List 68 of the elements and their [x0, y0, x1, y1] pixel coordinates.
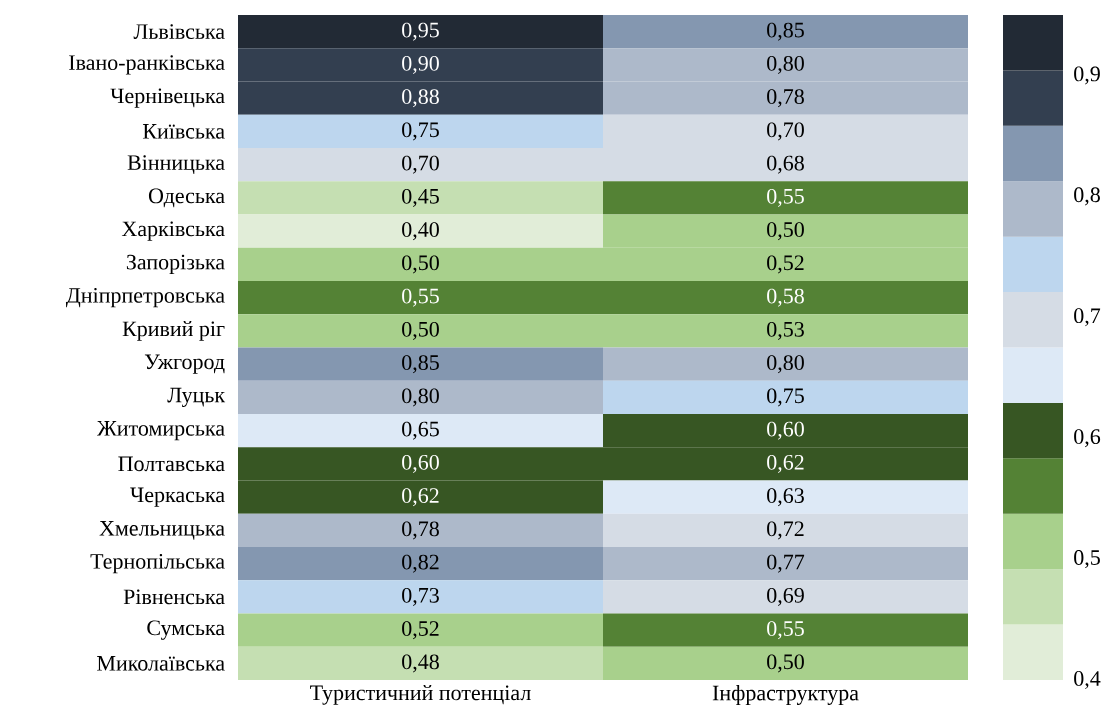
color-bar-label: 0,7 — [1074, 308, 1101, 327]
y-tick-label: Рівненська — [123, 589, 225, 605]
y-tick-label: Тернопільська — [90, 554, 225, 574]
data-label: 0,70 — [402, 155, 439, 174]
data-label: 0,50 — [402, 321, 439, 340]
data-label: 0,60 — [767, 421, 804, 440]
x-tick-label: Туристичний потенціал — [310, 684, 531, 705]
data-label: 0,63 — [767, 488, 804, 507]
data-label: 0,75 — [767, 388, 804, 407]
data-label: 0,95 — [402, 22, 439, 41]
data-label: 0,52 — [402, 621, 439, 640]
data-label: 0,69 — [767, 587, 804, 606]
y-tick-label: Чернівецька — [110, 88, 225, 108]
data-label: 0,53 — [767, 321, 804, 340]
data-label: 0,50 — [767, 222, 804, 241]
data-label: 0,75 — [402, 122, 439, 141]
data-label: 0,65 — [402, 421, 439, 440]
data-label: 0,82 — [402, 554, 439, 573]
data-label: 0,55 — [767, 621, 804, 640]
color-bar-label: 0,6 — [1074, 429, 1101, 448]
data-label: 0,68 — [767, 155, 804, 174]
data-label: 0,78 — [402, 521, 439, 540]
y-tick-label: Миколаївська — [97, 656, 225, 671]
y-tick-label: Івано-ранківська — [69, 55, 225, 75]
data-label: 0,58 — [767, 288, 804, 307]
y-tick-label: Київська — [142, 124, 225, 139]
y-tick-label: Одеська — [148, 188, 225, 208]
data-label: 0,50 — [767, 654, 804, 673]
y-tick-label: Львівська — [133, 24, 225, 40]
data-label: 0,55 — [767, 188, 804, 207]
y-tick-label: Черкаська — [130, 487, 225, 507]
data-label: 0,40 — [402, 222, 439, 241]
data-label: 0,72 — [767, 521, 804, 540]
data-label: 0,88 — [402, 89, 439, 108]
data-label: 0,80 — [767, 355, 804, 374]
data-label: 0,80 — [767, 55, 804, 74]
data-label: 0,55 — [402, 288, 439, 307]
y-tick-label: Харківська — [121, 221, 225, 241]
color-bar-label: 0,8 — [1074, 187, 1100, 206]
y-tick-label: Вінницька — [127, 155, 225, 175]
y-tick-label: Кривий ріг — [122, 321, 225, 341]
x-tick-label: Інфраструктура — [712, 684, 859, 705]
color-bar-label: 0,9 — [1074, 66, 1100, 85]
y-tick-label: Луцьк — [167, 387, 226, 407]
data-label: 0,78 — [767, 89, 804, 108]
color-bar-label: 0,5 — [1074, 550, 1100, 569]
y-tick-label: Житомирська — [97, 421, 225, 441]
y-tick-label: Полтавська — [118, 456, 225, 472]
data-label: 0,90 — [402, 55, 439, 74]
data-label: 0,50 — [402, 255, 439, 274]
data-label: 0,60 — [402, 454, 439, 473]
data-label: 0,45 — [402, 188, 439, 207]
color-bar-label: 0,4 — [1074, 671, 1101, 690]
data-label: 0,52 — [767, 255, 804, 274]
data-label: 0,85 — [402, 355, 439, 374]
data-label: 0,62 — [402, 488, 439, 507]
y-tick-label: Сумська — [147, 620, 225, 640]
data-label: 0,85 — [767, 22, 804, 41]
y-tick-label: Запорізька — [126, 254, 225, 275]
data-label: 0,73 — [402, 587, 439, 606]
data-label: 0,77 — [767, 554, 805, 573]
data-label: 0,48 — [402, 654, 439, 673]
y-tick-label: Дніпрпетровська — [65, 288, 225, 308]
y-tick-label: Хмельницька — [99, 521, 225, 540]
data-label: 0,70 — [767, 122, 804, 141]
data-label: 0,62 — [767, 454, 804, 473]
y-tick-label: Ужгород — [144, 354, 225, 374]
data-label: 0,80 — [402, 388, 439, 407]
